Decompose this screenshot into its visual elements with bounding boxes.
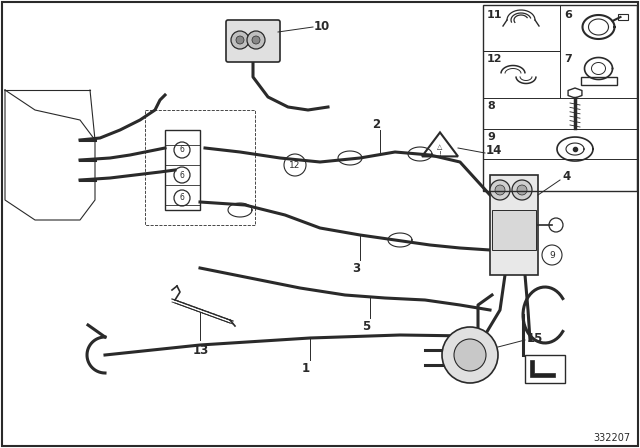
Bar: [618, 14, 627, 20]
Circle shape: [495, 185, 505, 195]
Polygon shape: [530, 360, 555, 377]
Circle shape: [442, 327, 498, 383]
Text: 14: 14: [486, 145, 502, 158]
Text: 6: 6: [180, 171, 184, 180]
Circle shape: [236, 36, 244, 44]
Text: 6: 6: [564, 10, 572, 20]
Text: 11: 11: [487, 10, 502, 20]
Circle shape: [512, 180, 532, 200]
Circle shape: [247, 31, 265, 49]
Text: 4: 4: [562, 171, 570, 184]
Text: 2: 2: [372, 119, 380, 132]
Text: 7: 7: [564, 55, 572, 65]
Text: △
!: △ !: [437, 145, 443, 158]
Bar: [525, 355, 565, 383]
Bar: [483, 5, 637, 191]
Text: 12: 12: [487, 55, 502, 65]
Text: 13: 13: [193, 344, 209, 357]
Circle shape: [490, 180, 510, 200]
Bar: [490, 175, 538, 275]
Text: 12: 12: [289, 160, 301, 169]
Bar: [580, 78, 616, 86]
Bar: [145, 110, 255, 225]
Text: 9: 9: [549, 250, 555, 259]
Circle shape: [454, 339, 486, 371]
Text: 3: 3: [352, 262, 360, 275]
Text: 8: 8: [487, 101, 495, 111]
Text: 9: 9: [487, 132, 495, 142]
Circle shape: [231, 31, 249, 49]
Text: 10: 10: [314, 21, 330, 34]
Text: 5: 5: [362, 319, 370, 332]
Text: 332207: 332207: [593, 433, 630, 443]
FancyBboxPatch shape: [226, 20, 280, 62]
Text: 1: 1: [302, 362, 310, 375]
Text: 6: 6: [180, 194, 184, 202]
Text: 15: 15: [527, 332, 543, 345]
Circle shape: [252, 36, 260, 44]
Text: 6: 6: [180, 146, 184, 155]
Bar: [492, 210, 536, 250]
Bar: [165, 130, 200, 210]
Circle shape: [517, 185, 527, 195]
